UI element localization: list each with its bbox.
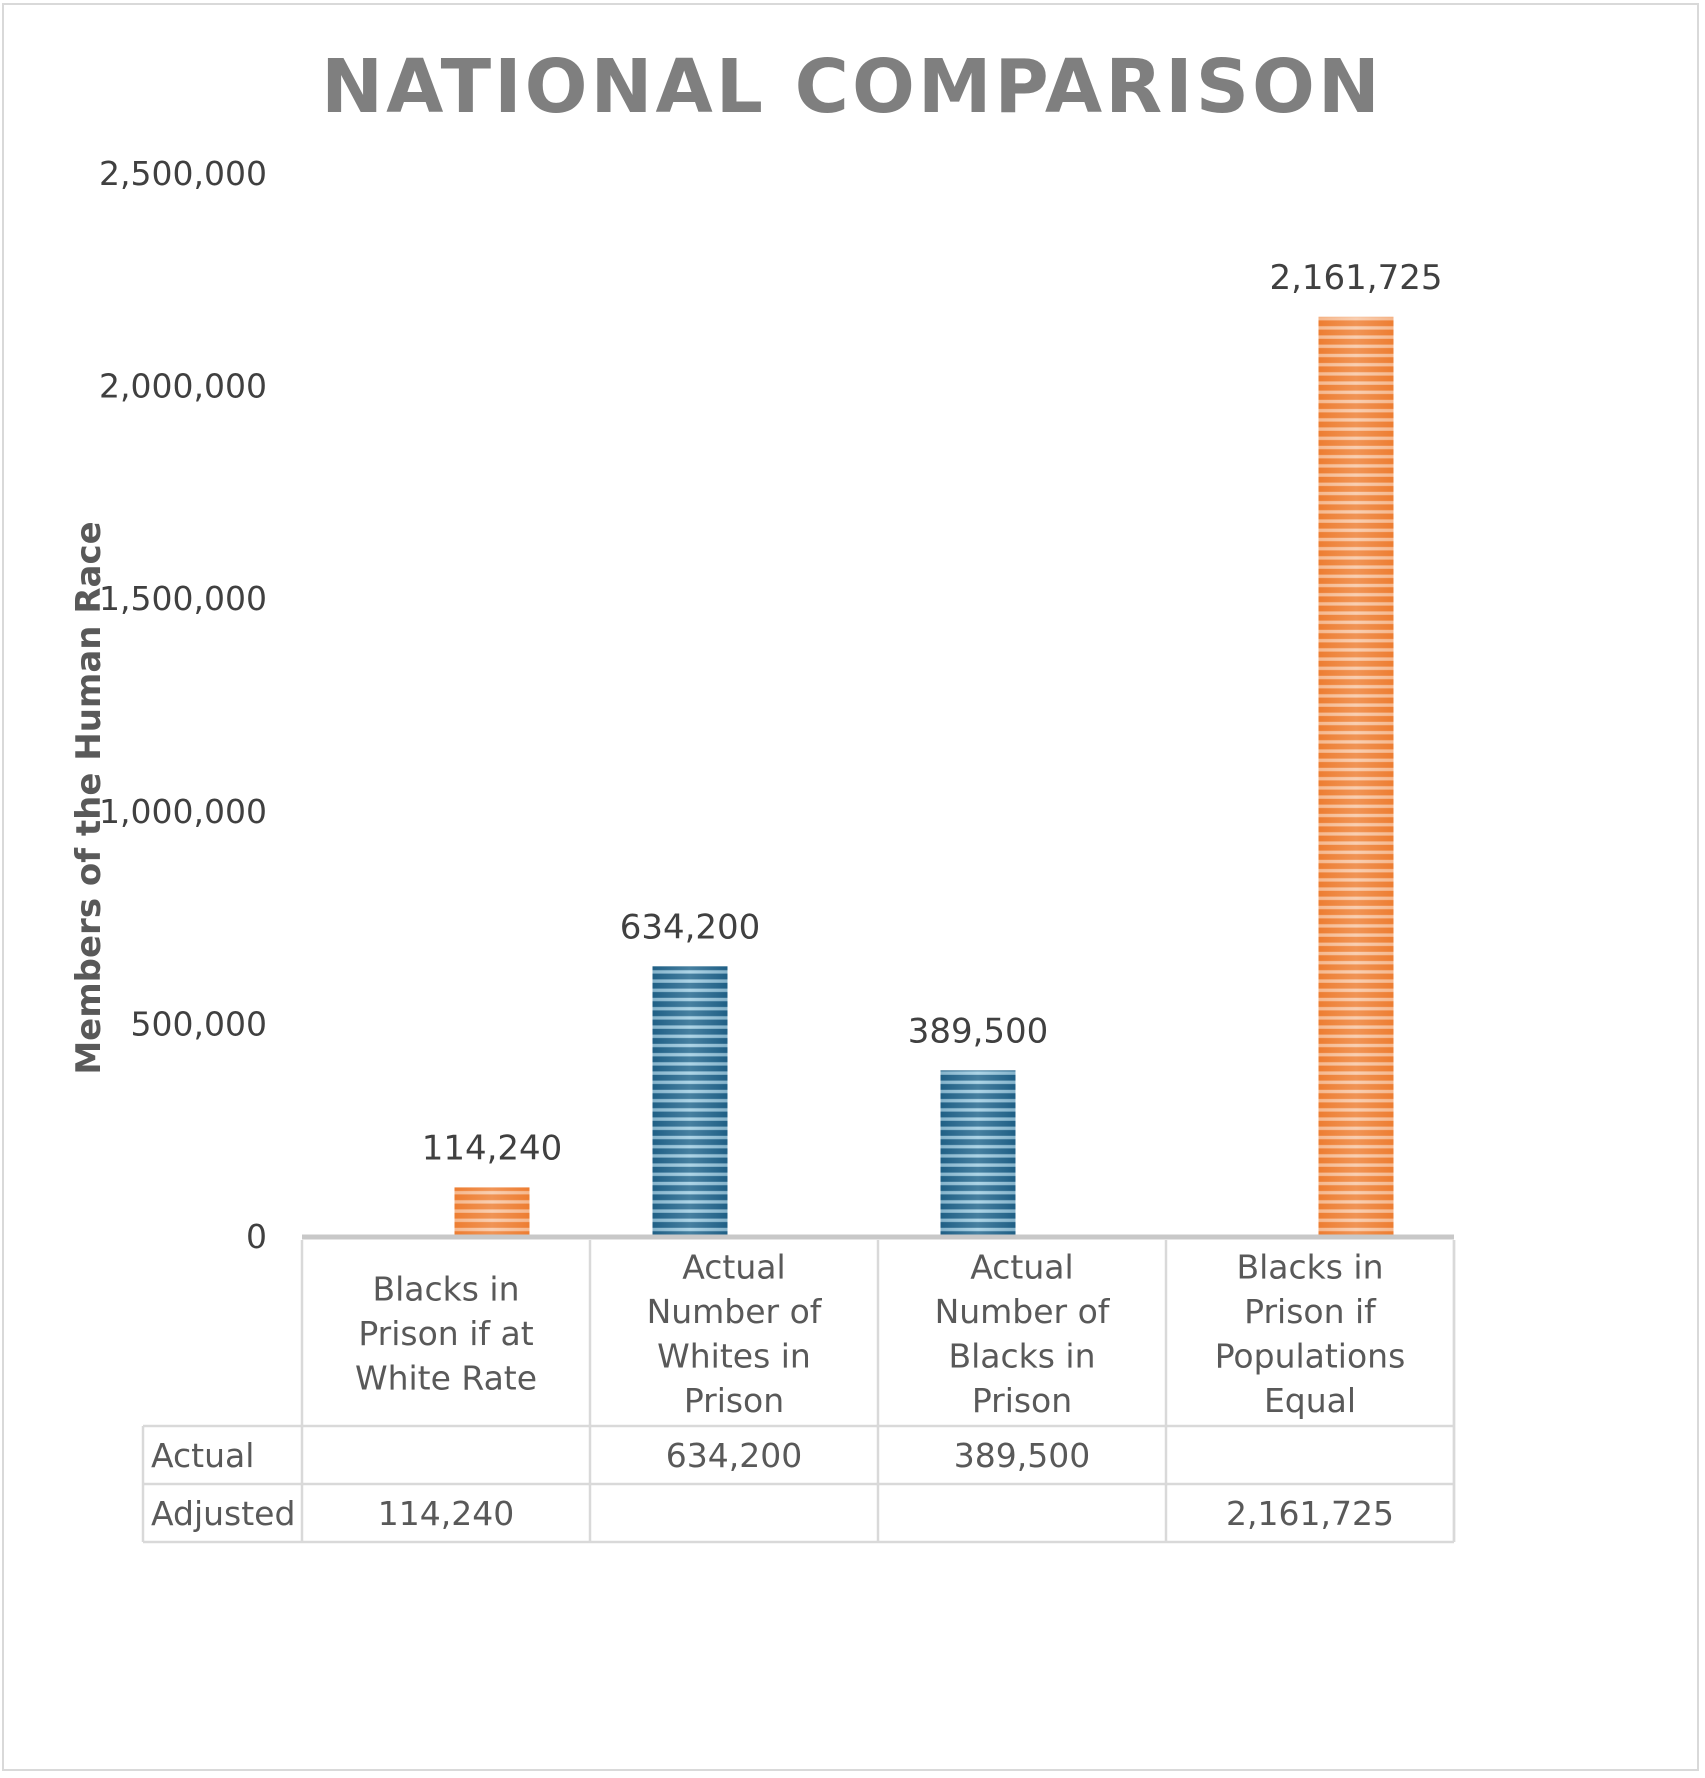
bars — [454, 316, 1394, 1236]
table-row-label: Adjusted — [151, 1494, 295, 1533]
bar-sheen — [1318, 316, 1394, 1236]
bar-sheen — [940, 1070, 1016, 1236]
category-label-line: Prison — [684, 1381, 784, 1420]
category-label: Blacks in Prison if Populations Equal — [1215, 1247, 1406, 1420]
y-axis-ticks: 0 500,000 1,000,000 1,500,000 2,000,000 2,500… — [99, 154, 267, 1256]
category-label-line: Blacks in — [372, 1270, 519, 1309]
data-label: 114,240 — [422, 1128, 563, 1168]
data-label: 2,161,725 — [1269, 258, 1442, 298]
category-label-line: Number of — [647, 1292, 823, 1331]
category-label-line: Number of — [935, 1292, 1111, 1331]
category-label-line: Populations — [1215, 1336, 1406, 1375]
table-cell: 634,200 — [666, 1436, 802, 1475]
y-tick-label: 2,000,000 — [99, 367, 267, 406]
category-label: Blacks in Prison if at White Rate — [355, 1270, 537, 1398]
y-tick-label: 0 — [246, 1217, 267, 1256]
category-label-line: Blacks in — [948, 1336, 1095, 1375]
category-label-line: Equal — [1264, 1381, 1356, 1420]
table-cell: 389,500 — [954, 1436, 1090, 1475]
chart-title: NATIONAL COMPARISON — [321, 44, 1383, 130]
y-tick-label: 500,000 — [131, 1004, 267, 1043]
category-label: Actual Number of Whites in Prison — [647, 1247, 823, 1420]
y-axis-label: Members of the Human Race — [69, 521, 109, 1074]
category-label-line: Prison — [972, 1381, 1072, 1420]
table-cell: 2,161,725 — [1226, 1494, 1394, 1533]
category-label-line: Actual — [970, 1247, 1073, 1286]
data-label: 389,500 — [908, 1011, 1049, 1051]
category-label-line: Prison if at — [358, 1314, 533, 1353]
category-label-line: Prison if — [1244, 1292, 1377, 1331]
table-row-label: Actual — [151, 1436, 254, 1475]
bar-sheen — [652, 966, 728, 1236]
chart-frame — [2, 3, 1699, 1771]
table-cell: 114,240 — [378, 1494, 514, 1533]
category-label-line: White Rate — [355, 1359, 537, 1398]
y-tick-label: 2,500,000 — [99, 154, 267, 193]
category-label-line: Actual — [682, 1247, 785, 1286]
data-label: 634,200 — [620, 907, 761, 947]
category-label-line: Whites in — [657, 1336, 811, 1375]
y-tick-label: 1,500,000 — [99, 579, 267, 618]
category-label: Actual Number of Blacks in Prison — [935, 1247, 1111, 1420]
data-table: Blacks in Prison if at White Rate Actual Num… — [141, 1234, 1456, 1544]
data-labels: 114,240 634,200 389,500 2,161,725 — [422, 258, 1443, 1169]
category-label-line: Blacks in — [1236, 1247, 1383, 1286]
y-tick-label: 1,000,000 — [99, 792, 267, 831]
bar-sheen — [454, 1187, 530, 1236]
